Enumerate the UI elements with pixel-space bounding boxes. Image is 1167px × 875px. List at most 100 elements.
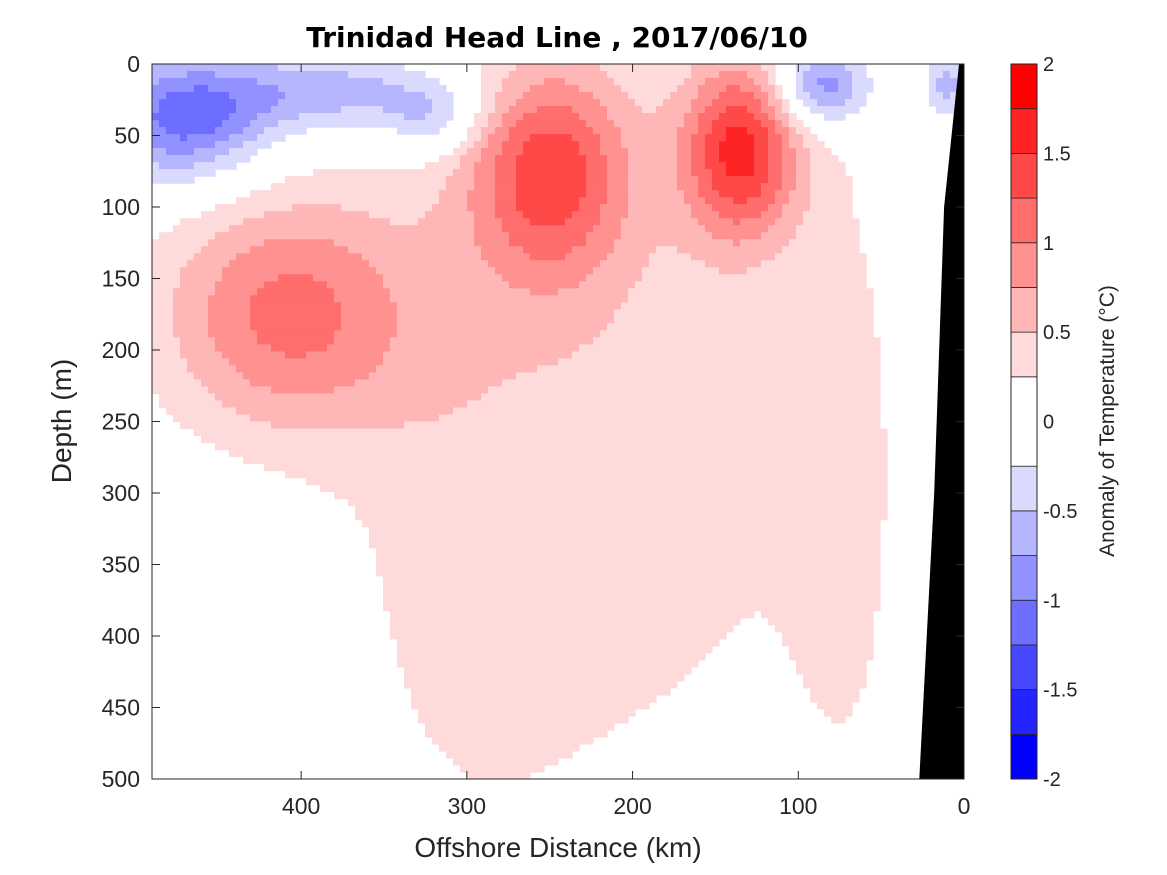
contour-cell xyxy=(495,99,503,107)
contour-cell xyxy=(376,106,384,114)
contour-cell xyxy=(187,176,195,184)
contour-cell xyxy=(551,218,559,226)
contour-cell xyxy=(621,120,629,128)
contour-cell xyxy=(432,267,440,275)
contour-cell xyxy=(187,372,195,381)
contour-cell xyxy=(390,519,398,528)
contour-cell xyxy=(558,736,566,745)
contour-cell xyxy=(341,92,349,100)
contour-cell xyxy=(544,512,552,521)
contour-cell xyxy=(173,274,181,282)
contour-cell xyxy=(250,211,258,219)
contour-cell xyxy=(607,666,615,675)
contour-cell xyxy=(397,288,405,296)
contour-cell xyxy=(607,99,615,107)
contour-cell xyxy=(397,589,405,598)
contour-cell xyxy=(495,253,503,261)
contour-cell xyxy=(593,92,601,100)
contour-cell xyxy=(236,204,244,212)
contour-cell xyxy=(425,267,433,275)
contour-cell xyxy=(446,337,454,345)
contour-cell xyxy=(432,288,440,296)
contour-cell xyxy=(166,232,174,240)
contour-cell xyxy=(502,694,510,703)
contour-cell xyxy=(194,344,202,352)
contour-cell xyxy=(621,176,629,184)
contour-cell xyxy=(537,253,545,261)
contour-cell xyxy=(551,750,559,759)
contour-cell xyxy=(425,78,433,86)
contour-cell xyxy=(593,85,601,93)
contour-cell xyxy=(551,680,559,689)
contour-cell xyxy=(362,260,370,268)
contour-cell xyxy=(453,750,461,759)
contour-cell xyxy=(495,519,503,528)
contour-cell xyxy=(516,218,524,226)
contour-cell xyxy=(579,645,587,654)
contour-cell xyxy=(327,211,335,219)
contour-cell xyxy=(502,414,510,423)
contour-cell xyxy=(327,414,335,423)
contour-cell xyxy=(509,232,517,240)
contour-cell xyxy=(586,246,594,254)
contour-cell xyxy=(607,141,615,149)
contour-cell xyxy=(474,561,482,570)
contour-cell xyxy=(201,169,209,177)
contour-cell xyxy=(411,694,419,703)
contour-cell xyxy=(215,274,223,282)
contour-cell xyxy=(362,281,370,289)
contour-cell xyxy=(341,365,349,374)
contour-cell xyxy=(558,400,566,409)
contour-cell xyxy=(446,540,454,549)
contour-cell xyxy=(229,372,237,381)
contour-cell xyxy=(362,267,370,275)
contour-cell xyxy=(418,113,426,121)
contour-cell xyxy=(271,113,279,121)
contour-cell xyxy=(278,211,286,219)
contour-cell xyxy=(474,379,482,388)
contour-cell xyxy=(278,372,286,381)
contour-cell xyxy=(516,631,524,640)
contour-cell xyxy=(523,519,531,528)
contour-cell xyxy=(152,71,160,79)
contour-cell xyxy=(544,757,552,766)
contour-cell xyxy=(236,267,244,275)
contour-cell xyxy=(187,344,195,352)
contour-cell xyxy=(572,477,580,486)
contour-cell xyxy=(488,673,496,682)
contour-cell xyxy=(320,197,328,205)
contour-cell xyxy=(460,407,468,416)
contour-cell xyxy=(418,218,426,226)
contour-cell xyxy=(173,78,181,86)
contour-cell xyxy=(194,379,202,388)
contour-cell xyxy=(194,309,202,317)
contour-cell xyxy=(404,491,412,500)
contour-cell xyxy=(586,666,594,675)
contour-cell xyxy=(600,484,608,493)
contour-cell xyxy=(537,435,545,444)
contour-cell xyxy=(313,400,321,409)
contour-cell xyxy=(439,113,447,121)
contour-cell xyxy=(453,582,461,591)
contour-cell xyxy=(593,582,601,591)
contour-cell xyxy=(565,449,573,458)
contour-cell xyxy=(285,253,293,261)
contour-cell xyxy=(418,407,426,416)
contour-cell xyxy=(495,232,503,240)
contour-cell xyxy=(537,589,545,598)
contour-cell xyxy=(348,407,356,416)
contour-cell xyxy=(621,589,629,598)
contour-cell xyxy=(376,323,384,331)
contour-cell xyxy=(404,519,412,528)
contour-cell xyxy=(446,218,454,226)
contour-cell xyxy=(614,232,622,240)
contour-cell xyxy=(404,260,412,268)
contour-cell xyxy=(621,463,629,472)
contour-cell xyxy=(348,358,356,367)
contour-cell xyxy=(292,253,300,261)
contour-cell xyxy=(390,561,398,570)
contour-cell xyxy=(432,407,440,416)
contour-cell xyxy=(306,316,314,324)
contour-cell xyxy=(572,127,580,135)
contour-cell xyxy=(292,428,300,437)
